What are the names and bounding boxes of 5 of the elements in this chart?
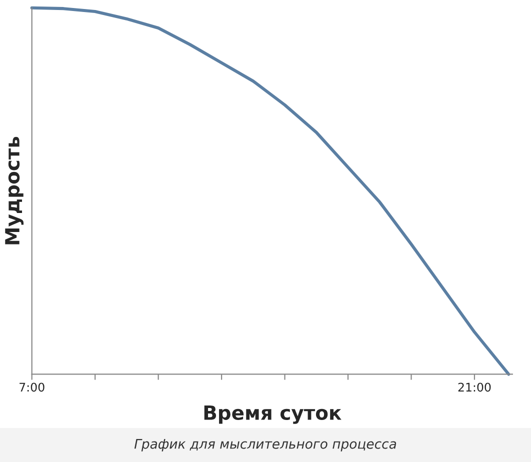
- x-tick-label: 21:00: [458, 382, 491, 392]
- text: График для мыслительного процесса: [134, 439, 396, 452]
- x-tick-label: 7:00: [20, 382, 44, 392]
- y-axis-title: Мудрость: [5, 136, 24, 244]
- x-axis-title: Время суток: [204, 406, 342, 424]
